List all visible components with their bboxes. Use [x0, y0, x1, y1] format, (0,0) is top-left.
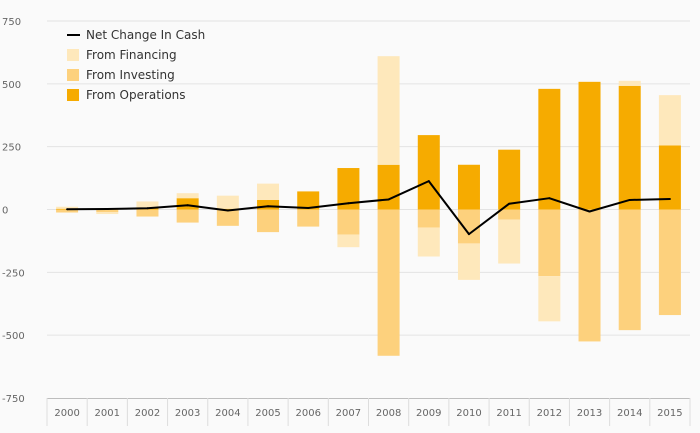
x-tick-label-2005: 2005: [255, 408, 280, 419]
net-change-point-2011: [508, 202, 511, 205]
net-change-point-2001: [106, 207, 109, 210]
net-change-point-2015: [668, 197, 671, 200]
bar-from-investing-2005: [257, 209, 280, 233]
bar-from-operations-2014: [618, 85, 641, 210]
x-tick-label-2000: 2000: [54, 408, 79, 419]
bar-from-investing-2015: [658, 209, 681, 316]
x-tick-label-2002: 2002: [135, 408, 160, 419]
x-tick-label-2011: 2011: [496, 408, 521, 419]
y-tick-label: 500: [2, 80, 21, 91]
bar-from-financing-2000: [56, 206, 79, 209]
bar-from-operations-2003: [176, 198, 199, 210]
net-change-point-2014: [628, 198, 631, 201]
bar-from-investing-2004: [216, 209, 239, 226]
x-tick-label-2001: 2001: [95, 408, 120, 419]
bar-from-financing-2002: [136, 201, 159, 209]
x-tick-label-2012: 2012: [537, 408, 562, 419]
net-change-point-2000: [66, 208, 69, 211]
bar-from-investing-2011: [498, 209, 521, 220]
bar-from-financing-2005: [257, 183, 280, 200]
bar-from-operations-2005: [257, 199, 280, 210]
legend-swatch-from-operations: [67, 89, 79, 101]
bar-from-financing-2001: [96, 212, 119, 215]
bar-from-financing-2014: [618, 80, 641, 86]
net-change-line-layer: [66, 180, 671, 236]
bar-from-investing-2008: [377, 209, 400, 356]
legend-label-from-operations: From Operations: [86, 88, 186, 102]
legend-label-from-financing: From Financing: [86, 48, 177, 62]
bar-from-operations-2009: [417, 135, 440, 210]
x-tick-label-2010: 2010: [456, 408, 481, 419]
net-change-point-2013: [588, 210, 591, 213]
bar-from-financing-2003: [176, 193, 199, 199]
bar-from-financing-2009: [417, 227, 440, 257]
bar-from-operations-2004: [216, 208, 239, 210]
bar-from-operations-2011: [498, 149, 521, 210]
legend: Net Change In Cash From Financing From Inv…: [67, 28, 205, 102]
x-tick-label-2007: 2007: [336, 408, 361, 419]
y-tick-label: -750: [2, 394, 25, 405]
net-change-point-2003: [186, 204, 189, 207]
bar-from-operations-2006: [297, 191, 320, 210]
bars-layer: [56, 56, 681, 356]
x-tick-label-2004: 2004: [215, 408, 240, 419]
bar-from-investing-2014: [618, 209, 641, 331]
y-tick-label: -500: [2, 331, 25, 342]
bar-from-operations-2013: [578, 81, 601, 210]
bar-from-investing-2002: [136, 209, 159, 217]
x-tick-label-2009: 2009: [416, 408, 441, 419]
bar-from-financing-2007: [337, 234, 360, 248]
net-change-point-2012: [548, 197, 551, 200]
y-tick-label: 0: [2, 206, 8, 217]
bar-from-investing-2000: [56, 209, 79, 213]
bar-from-investing-2003: [176, 209, 199, 223]
bar-from-operations-2008: [377, 164, 400, 210]
x-tick-label-2013: 2013: [577, 408, 602, 419]
x-tick-label-2003: 2003: [175, 408, 200, 419]
bar-from-financing-2008: [377, 56, 400, 165]
net-change-point-2005: [267, 205, 270, 208]
bar-from-financing-2012: [538, 276, 561, 322]
y-tick-label: 250: [2, 143, 21, 154]
y-tick-label: -250: [2, 268, 25, 279]
legend-label-from-investing: From Investing: [86, 68, 175, 82]
bar-from-financing-2011: [498, 219, 521, 264]
net-change-point-2007: [347, 202, 350, 205]
bar-from-financing-2015: [658, 95, 681, 146]
bar-from-investing-2006: [297, 209, 320, 227]
net-change-point-2006: [307, 206, 310, 209]
net-change-point-2002: [146, 207, 149, 210]
net-change-line: [67, 180, 670, 236]
bar-from-investing-2009: [417, 209, 440, 228]
x-tick-label-2015: 2015: [657, 408, 682, 419]
x-axis: 2000 2001 2002 2003 2004 2005 2006 2007 2008 2009…: [46, 398, 691, 426]
bar-from-investing-2007: [337, 209, 360, 235]
y-tick-label: 750: [2, 17, 21, 28]
bar-from-operations-2015: [658, 145, 681, 210]
x-tick-label-2006: 2006: [295, 408, 320, 419]
bar-from-operations-2007: [337, 168, 360, 210]
net-change-point-2008: [387, 198, 390, 201]
bar-from-investing-2013: [578, 209, 601, 342]
net-change-point-2010: [467, 233, 470, 236]
net-change-point-2009: [427, 180, 430, 183]
x-tick-label-2014: 2014: [617, 408, 642, 419]
bar-from-financing-2010: [457, 243, 480, 280]
bar-from-investing-2012: [538, 209, 561, 277]
bar-from-investing-2010: [457, 209, 480, 244]
bar-from-operations-2010: [457, 164, 480, 210]
y-axis: 750 500 250 0 -250 -500 -750: [2, 17, 25, 405]
legend-swatch-from-investing: [67, 69, 79, 81]
bar-from-investing-2001: [96, 209, 119, 213]
bar-from-financing-2004: [216, 195, 239, 209]
x-tick-label-2008: 2008: [376, 408, 401, 419]
net-change-point-2004: [226, 209, 229, 212]
legend-label-net-change-in-cash: Net Change In Cash: [86, 28, 205, 42]
legend-swatch-from-financing: [67, 49, 79, 61]
bar-from-operations-2012: [538, 88, 561, 210]
